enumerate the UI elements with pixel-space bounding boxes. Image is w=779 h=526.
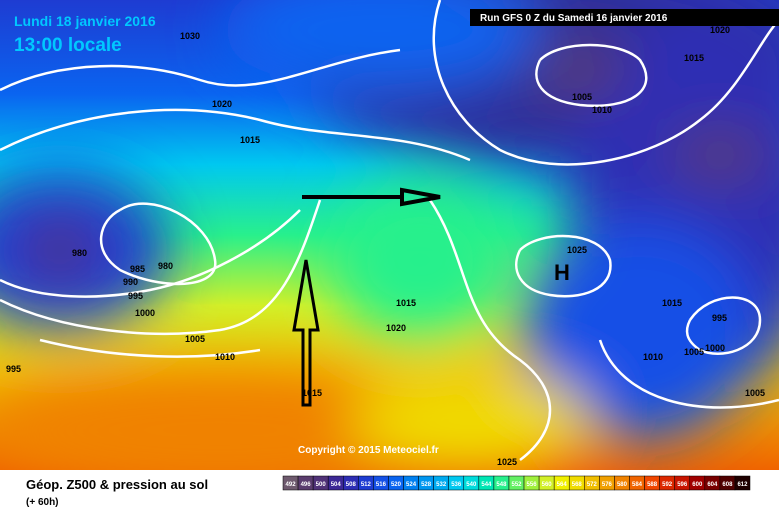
legend-label: 536	[451, 482, 462, 488]
legend-label: 580	[617, 482, 628, 488]
legend-label: 544	[481, 482, 492, 488]
legend-label: 532	[436, 482, 447, 488]
isobar-label: 995	[128, 291, 143, 301]
legend-label: 552	[511, 482, 522, 488]
isobar-label: 995	[712, 313, 727, 323]
isobar-label: 990	[123, 277, 138, 287]
isobar-label: 1025	[497, 457, 517, 467]
legend-swatch	[734, 475, 751, 491]
isobar-label: 1010	[592, 105, 612, 115]
legend-label: 604	[707, 482, 718, 488]
isobar-label: 1020	[212, 99, 232, 109]
isobar-label: 1010	[215, 352, 235, 362]
isobar-label: 985	[130, 264, 145, 274]
legend-label: 612	[737, 482, 748, 488]
isobar-label: 1030	[180, 31, 200, 41]
isobar-label: 1005	[745, 388, 765, 398]
date: Lundi 18 janvier 2016	[14, 13, 156, 29]
arrows	[292, 187, 441, 407]
run-banner	[470, 9, 779, 26]
isobar-label: 980	[72, 248, 87, 258]
time: 13:00 locale	[14, 35, 122, 56]
isobars	[0, 0, 779, 460]
isobar-label: 1020	[710, 25, 730, 35]
isobar-label: 1015	[302, 388, 322, 398]
legend-label: 516	[376, 482, 387, 488]
legend-label: 576	[602, 482, 613, 488]
legend-label: 564	[557, 482, 568, 488]
isobar-label: 1025	[567, 245, 587, 255]
isobar-label: 1000	[705, 343, 725, 353]
legend-label: 528	[421, 482, 432, 488]
z500-field	[0, 0, 779, 490]
legend-label: 600	[692, 482, 703, 488]
isobar-label: 1005	[684, 347, 704, 357]
legend-label: 492	[286, 482, 297, 488]
copyright: Copyright © 2015 Meteociel.fr	[298, 445, 439, 456]
isobar-label: 1015	[396, 298, 416, 308]
legend-label: 524	[406, 482, 417, 488]
legend-label: 504	[331, 482, 342, 488]
legend-label: 508	[346, 482, 357, 488]
legend-label: 592	[662, 482, 673, 488]
legend-label: 568	[572, 482, 583, 488]
legend-label: 584	[632, 482, 643, 488]
legend-label: 540	[466, 482, 477, 488]
isobar-label: 980	[158, 261, 173, 271]
color-legend: 492 496 500 504 508 512 516 520 524 528 532 536 540 5…	[282, 475, 751, 491]
legend-label: 520	[391, 482, 402, 488]
legend-label: 560	[542, 482, 553, 488]
footer-title: Géop. Z500 & pression au sol	[26, 477, 208, 492]
legend-label: 500	[316, 482, 327, 488]
isobar-label: 995	[6, 364, 21, 374]
isobar-high: H	[554, 260, 570, 285]
isobar-label: 1020	[386, 323, 406, 333]
legend-label: 512	[361, 482, 372, 488]
isobar-label: 1000	[135, 308, 155, 318]
isobar-labels: 1030 1020 1015 1020 1015 1005 1010 980 9…	[6, 25, 765, 467]
isobar-label: 1015	[684, 53, 704, 63]
isobar-label: 1005	[185, 334, 205, 344]
run-info: Run GFS 0 Z du Samedi 16 janvier 2016	[480, 13, 668, 24]
legend-label: 496	[301, 482, 312, 488]
isobar-label: 1005	[572, 92, 592, 102]
legend-label: 596	[677, 482, 688, 488]
legend-label: 556	[527, 482, 538, 488]
legend-label: 608	[722, 482, 733, 488]
isobar-label: 1015	[240, 135, 260, 145]
legend-label: 548	[496, 482, 507, 488]
footer-lead: (+ 60h)	[26, 497, 59, 508]
isobar-label: 1015	[662, 298, 682, 308]
legend-label: 588	[647, 482, 658, 488]
isobar-label: 1010	[643, 352, 663, 362]
legend-label: 572	[587, 482, 598, 488]
